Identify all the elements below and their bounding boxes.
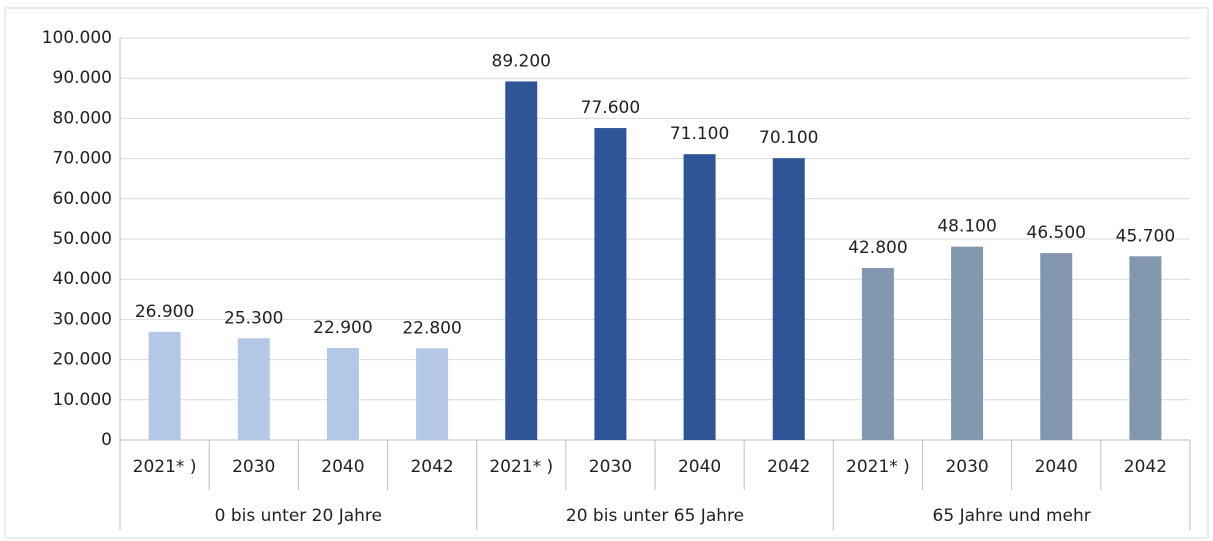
x-tick-label: 2030 <box>589 457 632 477</box>
chart-frame <box>4 7 1209 539</box>
x-tick-label: 2030 <box>232 457 275 477</box>
value-label: 46.500 <box>1027 223 1086 243</box>
bar <box>951 246 984 440</box>
group-label: 65 Jahre und mehr <box>933 506 1091 526</box>
y-tick-label: 40.000 <box>53 269 112 289</box>
x-tick-label: 2021* ) <box>133 457 197 477</box>
y-tick-label: 20.000 <box>53 350 112 370</box>
value-label: 71.100 <box>670 124 729 144</box>
value-label: 22.900 <box>313 318 372 338</box>
x-tick-label: 2042 <box>767 457 810 477</box>
bar <box>326 347 359 440</box>
x-tick-label: 2021* ) <box>846 457 910 477</box>
x-tick-label: 2040 <box>1035 457 1078 477</box>
bar <box>148 331 181 440</box>
bar <box>1040 253 1073 440</box>
bar <box>683 154 716 441</box>
bar <box>416 348 449 440</box>
bar <box>594 128 627 440</box>
bar <box>505 81 538 440</box>
group-label: 0 bis unter 20 Jahre <box>215 506 382 526</box>
x-tick-label: 2030 <box>945 457 988 477</box>
x-tick-label: 2040 <box>321 457 364 477</box>
value-label: 89.200 <box>492 51 551 71</box>
x-tick-label: 2042 <box>1124 457 1167 477</box>
value-label: 48.100 <box>937 217 996 237</box>
bar <box>772 158 805 440</box>
y-tick-label: 70.000 <box>53 149 112 169</box>
bar <box>1129 256 1162 440</box>
value-label: 45.700 <box>1116 226 1175 246</box>
y-tick-label: 60.000 <box>53 189 112 209</box>
y-tick-label: 0 <box>101 430 112 450</box>
y-tick-label: 10.000 <box>53 390 112 410</box>
bar <box>237 338 270 440</box>
value-label: 70.100 <box>759 128 818 148</box>
group-label: 20 bis unter 65 Jahre <box>566 506 744 526</box>
y-tick-label: 90.000 <box>53 68 112 88</box>
value-label: 26.900 <box>135 302 194 322</box>
x-tick-label: 2042 <box>410 457 453 477</box>
bar <box>861 267 894 440</box>
y-tick-label: 30.000 <box>53 309 112 329</box>
y-tick-label: 50.000 <box>53 229 112 249</box>
x-tick-label: 2021* ) <box>489 457 553 477</box>
value-label: 25.300 <box>224 308 283 328</box>
value-label: 77.600 <box>581 98 640 118</box>
x-tick-label: 2040 <box>678 457 721 477</box>
y-tick-label: 80.000 <box>53 108 112 128</box>
value-label: 42.800 <box>848 238 907 258</box>
value-label: 22.800 <box>402 318 461 338</box>
y-tick-label: 100.000 <box>42 28 112 48</box>
